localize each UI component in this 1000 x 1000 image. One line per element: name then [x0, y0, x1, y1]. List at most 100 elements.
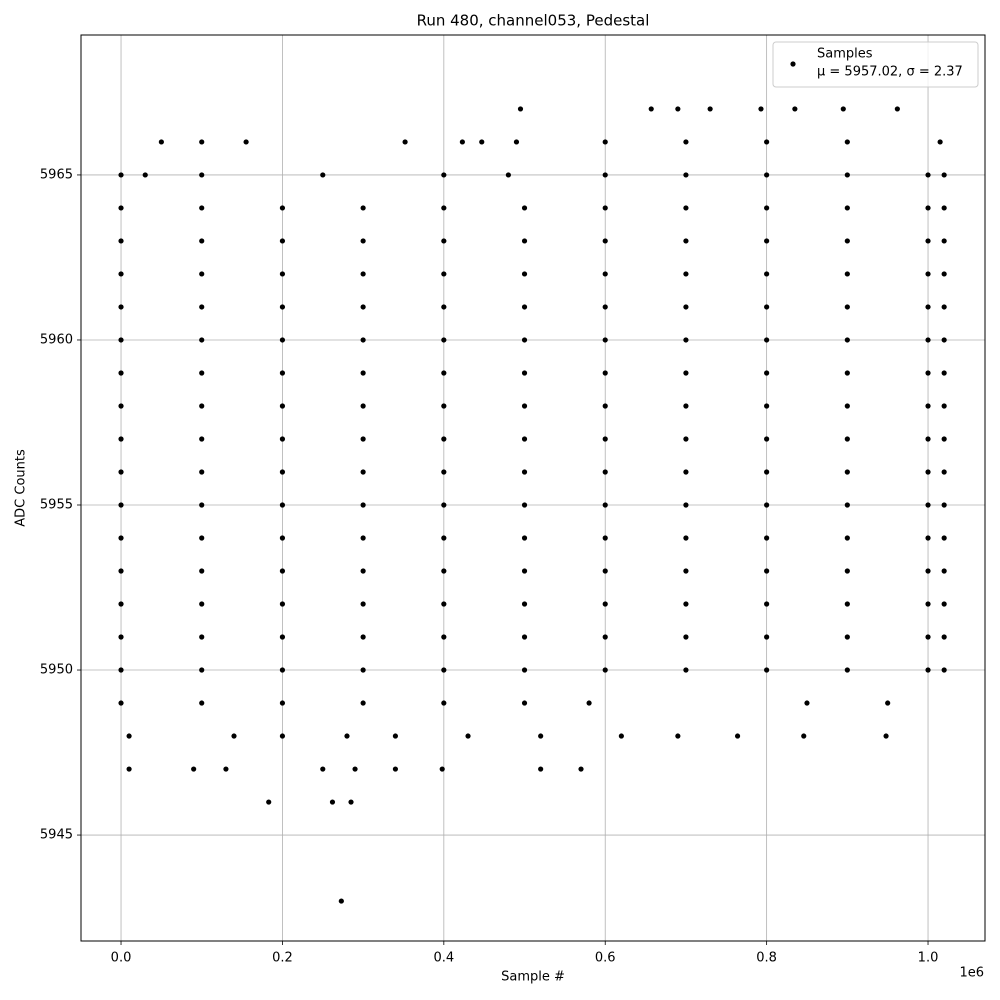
point: [602, 304, 608, 310]
point: [683, 601, 689, 607]
point: [118, 370, 124, 376]
point: [279, 205, 286, 211]
point: [118, 700, 124, 706]
point: [392, 766, 399, 772]
point: [602, 667, 608, 673]
point: [683, 469, 689, 475]
point: [683, 271, 689, 277]
point: [360, 403, 366, 409]
point: [941, 535, 947, 541]
point: [941, 601, 947, 607]
point: [360, 469, 366, 475]
legend-marker: [790, 61, 796, 67]
point: [683, 634, 689, 640]
point: [844, 403, 850, 409]
point: [279, 502, 286, 508]
point: [894, 106, 900, 112]
x-tick-label: 0.4: [433, 951, 454, 966]
point: [941, 205, 947, 211]
point: [521, 205, 528, 211]
point: [441, 337, 447, 343]
point: [126, 766, 132, 772]
point: [844, 667, 850, 673]
point: [764, 205, 770, 211]
point: [764, 172, 770, 178]
point: [941, 634, 947, 640]
legend-label: Samples: [817, 47, 873, 62]
point: [844, 436, 850, 442]
x-offset-label: 1e6: [959, 966, 984, 981]
point: [683, 568, 689, 574]
point: [840, 106, 846, 112]
point: [441, 667, 447, 673]
point: [925, 535, 931, 541]
point: [191, 766, 197, 772]
point: [602, 370, 608, 376]
point: [683, 337, 689, 343]
point: [538, 733, 544, 739]
point: [764, 502, 770, 508]
point: [441, 700, 447, 706]
x-tick-label: 0.0: [111, 951, 132, 966]
point: [279, 700, 286, 706]
point: [941, 667, 947, 673]
point: [199, 337, 205, 343]
point: [683, 205, 689, 211]
plot-area: [81, 35, 985, 941]
point: [885, 700, 891, 706]
point: [764, 667, 770, 673]
point: [199, 436, 205, 442]
point: [844, 271, 850, 277]
point: [279, 238, 286, 244]
point: [941, 370, 947, 376]
point: [844, 568, 850, 574]
point: [360, 304, 366, 310]
point: [231, 733, 237, 739]
point: [521, 502, 528, 508]
point: [648, 106, 654, 112]
point: [441, 304, 447, 310]
point: [441, 535, 447, 541]
y-tick-label: 5965: [40, 167, 73, 182]
point: [578, 766, 584, 772]
point: [925, 238, 931, 244]
y-tick-label: 5960: [40, 332, 73, 347]
point: [513, 139, 520, 145]
point: [925, 502, 931, 508]
point: [352, 766, 358, 772]
point: [360, 568, 366, 574]
point: [279, 337, 286, 343]
point: [441, 436, 447, 442]
point: [925, 469, 931, 475]
point: [764, 436, 770, 442]
point: [764, 370, 770, 376]
point: [586, 700, 592, 706]
point: [439, 766, 445, 772]
point: [941, 304, 947, 310]
point: [683, 238, 689, 244]
point: [118, 172, 124, 178]
point: [844, 172, 850, 178]
point: [602, 139, 608, 145]
point: [521, 469, 528, 475]
point: [441, 271, 447, 277]
point: [402, 139, 408, 145]
point: [925, 436, 931, 442]
point: [279, 568, 286, 574]
point: [223, 766, 229, 772]
point: [683, 172, 689, 178]
point: [360, 436, 366, 442]
point: [199, 634, 205, 640]
point: [360, 601, 366, 607]
point: [764, 271, 770, 277]
point: [925, 568, 931, 574]
point: [279, 601, 286, 607]
point: [279, 667, 286, 673]
point: [521, 370, 528, 376]
point: [883, 733, 889, 739]
point: [279, 469, 286, 475]
point: [360, 337, 366, 343]
point: [602, 469, 608, 475]
point: [329, 799, 336, 805]
point: [941, 469, 947, 475]
